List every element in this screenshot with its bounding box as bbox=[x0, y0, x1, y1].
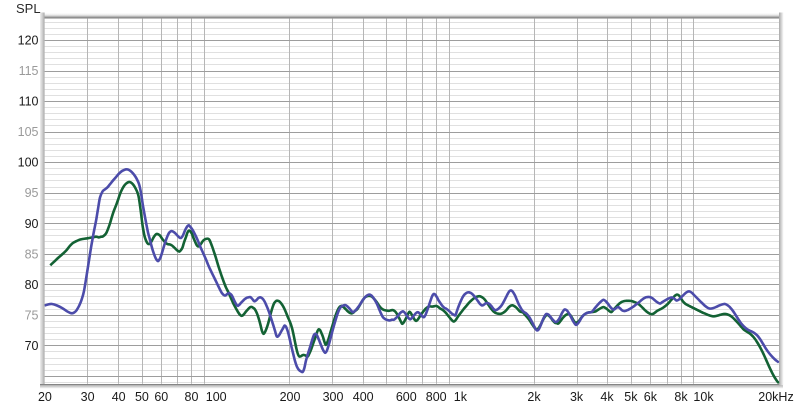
svg-text:120: 120 bbox=[18, 34, 39, 48]
svg-text:8k: 8k bbox=[674, 390, 688, 404]
svg-text:100: 100 bbox=[206, 390, 227, 404]
svg-text:100: 100 bbox=[18, 156, 39, 170]
svg-text:400: 400 bbox=[353, 390, 374, 404]
svg-text:30: 30 bbox=[81, 390, 95, 404]
svg-text:115: 115 bbox=[19, 64, 39, 78]
svg-text:70: 70 bbox=[25, 339, 39, 353]
svg-text:2k: 2k bbox=[527, 390, 541, 404]
svg-text:40: 40 bbox=[112, 390, 126, 404]
svg-text:600: 600 bbox=[396, 390, 417, 404]
svg-text:6k: 6k bbox=[644, 390, 658, 404]
svg-text:800: 800 bbox=[426, 390, 447, 404]
svg-text:1k: 1k bbox=[454, 390, 468, 404]
svg-text:75: 75 bbox=[25, 308, 39, 322]
svg-text:90: 90 bbox=[25, 217, 39, 231]
svg-text:SPL: SPL bbox=[16, 1, 41, 16]
svg-text:50: 50 bbox=[135, 390, 149, 404]
svg-text:95: 95 bbox=[25, 186, 39, 200]
svg-text:10k: 10k bbox=[693, 390, 714, 404]
svg-text:20kHz: 20kHz bbox=[758, 390, 793, 404]
svg-text:85: 85 bbox=[25, 247, 39, 261]
svg-text:5k: 5k bbox=[624, 390, 638, 404]
svg-text:200: 200 bbox=[280, 390, 301, 404]
svg-text:110: 110 bbox=[19, 95, 39, 109]
svg-text:3k: 3k bbox=[570, 390, 584, 404]
svg-text:60: 60 bbox=[154, 390, 168, 404]
svg-text:20: 20 bbox=[38, 390, 52, 404]
svg-text:300: 300 bbox=[323, 390, 344, 404]
svg-text:80: 80 bbox=[25, 278, 39, 292]
svg-text:4k: 4k bbox=[600, 390, 614, 404]
svg-text:105: 105 bbox=[18, 125, 39, 139]
svg-text:80: 80 bbox=[185, 390, 199, 404]
